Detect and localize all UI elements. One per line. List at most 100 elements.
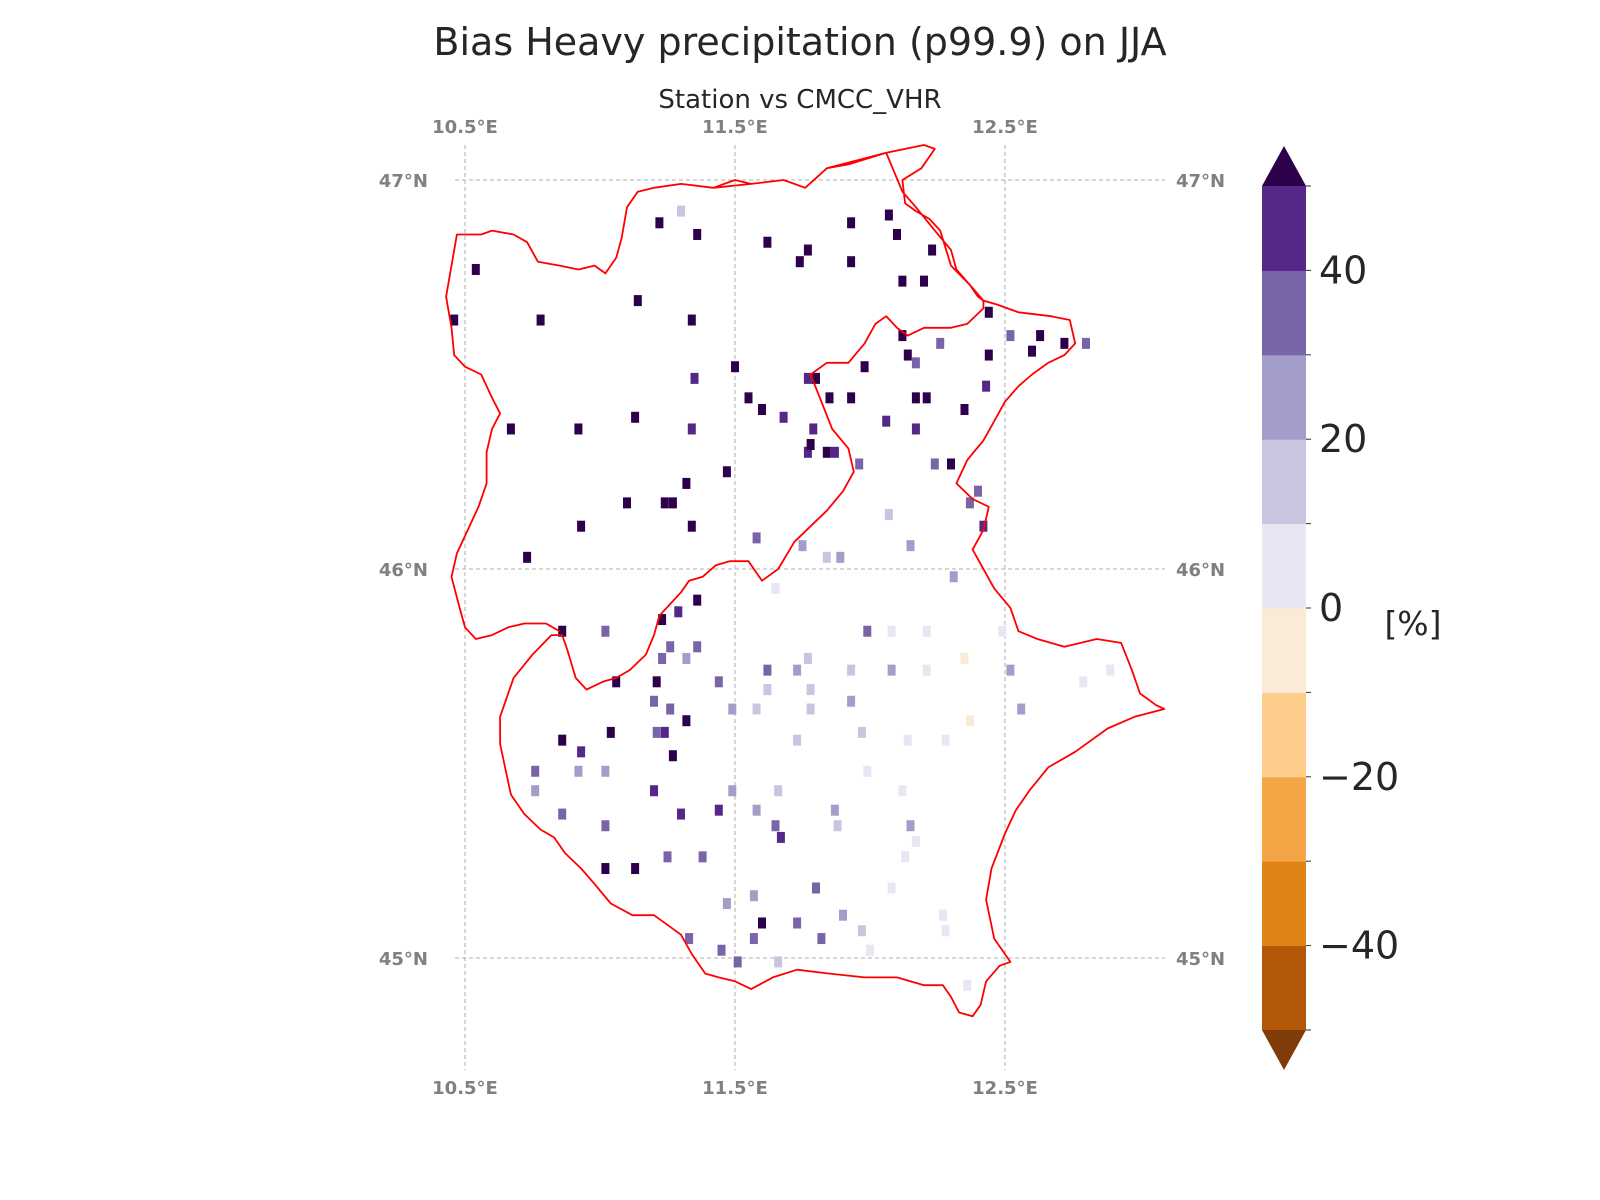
station-marker bbox=[965, 715, 974, 727]
lat-tick-label-right: 45°N bbox=[1176, 949, 1225, 970]
veneto-trentino-border bbox=[445, 144, 1166, 1018]
station-marker bbox=[795, 256, 804, 268]
colorbar: 40 20 0 −20 −40 bbox=[1262, 146, 1399, 1070]
station-marker bbox=[601, 625, 610, 637]
station-marker bbox=[1082, 337, 1090, 349]
station-marker bbox=[941, 925, 950, 937]
station-marker bbox=[1017, 703, 1026, 715]
colorbar-segment bbox=[1262, 692, 1306, 778]
station-marker bbox=[1028, 345, 1036, 357]
station-marker bbox=[947, 458, 955, 470]
station-marker bbox=[898, 785, 907, 797]
lon-tick-label-top: 12.5°E bbox=[972, 117, 1038, 138]
station-marker bbox=[717, 944, 726, 956]
station-marker bbox=[531, 765, 540, 777]
station-marker bbox=[847, 392, 856, 404]
station-marker bbox=[685, 933, 694, 945]
station-marker bbox=[693, 594, 702, 606]
station-marker bbox=[652, 676, 661, 688]
station-marker bbox=[928, 244, 937, 256]
station-marker bbox=[674, 606, 683, 618]
station-marker bbox=[1006, 330, 1015, 342]
station-marker bbox=[749, 890, 758, 902]
station-marker bbox=[906, 820, 915, 832]
station-marker bbox=[884, 509, 893, 521]
station-markers bbox=[450, 205, 1115, 991]
station-marker bbox=[922, 625, 931, 637]
station-marker bbox=[601, 863, 610, 875]
station-marker bbox=[930, 458, 939, 470]
station-marker bbox=[812, 372, 820, 384]
station-marker bbox=[655, 217, 664, 229]
station-marker bbox=[749, 933, 758, 945]
graticule-labels: 10.5°E 10.5°E 11.5°E 11.5°E 12.5°E 12.5°E 45°N… bbox=[379, 117, 1225, 1099]
station-marker bbox=[866, 944, 874, 956]
station-marker bbox=[857, 925, 866, 937]
station-marker bbox=[577, 520, 586, 532]
station-marker bbox=[936, 337, 945, 349]
station-marker bbox=[687, 520, 696, 532]
station-marker bbox=[974, 485, 982, 497]
lat-tick-label-left: 47°N bbox=[379, 171, 428, 192]
lat-tick-label-left: 45°N bbox=[379, 949, 428, 970]
station-marker bbox=[779, 411, 788, 423]
chart-title: Bias Heavy precipitation (p99.9) on JJA bbox=[433, 20, 1166, 64]
station-marker bbox=[803, 652, 812, 664]
station-marker bbox=[922, 392, 931, 404]
station-marker bbox=[857, 726, 866, 738]
station-marker bbox=[631, 863, 640, 875]
station-marker bbox=[536, 314, 545, 326]
station-marker bbox=[606, 726, 615, 738]
station-marker bbox=[471, 263, 480, 275]
station-marker bbox=[731, 361, 739, 373]
station-marker bbox=[822, 446, 831, 458]
station-marker bbox=[558, 734, 567, 746]
station-marker bbox=[803, 244, 812, 256]
station-marker bbox=[903, 734, 912, 746]
station-marker bbox=[806, 684, 815, 696]
colorbar-segment bbox=[1262, 608, 1306, 693]
station-marker bbox=[847, 217, 856, 229]
station-marker bbox=[774, 785, 783, 797]
station-marker bbox=[574, 765, 583, 777]
station-marker bbox=[903, 349, 912, 361]
station-marker bbox=[793, 734, 802, 746]
station-marker bbox=[825, 392, 834, 404]
station-marker bbox=[833, 820, 842, 832]
station-marker bbox=[887, 625, 896, 637]
station-marker bbox=[911, 392, 920, 404]
station-marker bbox=[822, 551, 831, 563]
station-marker bbox=[660, 726, 669, 738]
station-marker bbox=[650, 785, 658, 797]
colorbar-unit-label: [%] bbox=[1384, 604, 1441, 643]
station-marker bbox=[774, 956, 783, 968]
lon-tick-label-top: 11.5°E bbox=[702, 117, 768, 138]
station-marker bbox=[650, 695, 658, 707]
station-marker bbox=[1036, 330, 1045, 342]
station-marker bbox=[682, 652, 691, 664]
station-marker bbox=[793, 917, 802, 929]
station-marker bbox=[714, 804, 723, 816]
station-marker bbox=[763, 664, 772, 676]
colorbar-tick-label: −40 bbox=[1319, 924, 1399, 968]
station-marker bbox=[687, 314, 696, 326]
station-marker bbox=[752, 804, 761, 816]
station-marker bbox=[771, 820, 780, 832]
chart-subtitle: Station vs CMCC_VHR bbox=[658, 85, 941, 115]
station-marker bbox=[693, 228, 702, 240]
station-marker bbox=[830, 804, 839, 816]
colorbar-segment bbox=[1262, 186, 1306, 271]
station-marker bbox=[911, 357, 920, 369]
colorbar-tick-label: 0 bbox=[1319, 586, 1343, 630]
colorbar-segment bbox=[1262, 354, 1306, 440]
station-marker bbox=[682, 715, 691, 727]
station-marker bbox=[658, 652, 667, 664]
station-marker bbox=[863, 625, 872, 637]
station-marker bbox=[847, 256, 856, 268]
lon-tick-label-bottom: 12.5°E bbox=[972, 1078, 1038, 1099]
station-marker bbox=[847, 664, 856, 676]
colorbar-extend-max bbox=[1262, 146, 1306, 186]
station-marker bbox=[682, 477, 691, 489]
station-marker bbox=[601, 765, 610, 777]
